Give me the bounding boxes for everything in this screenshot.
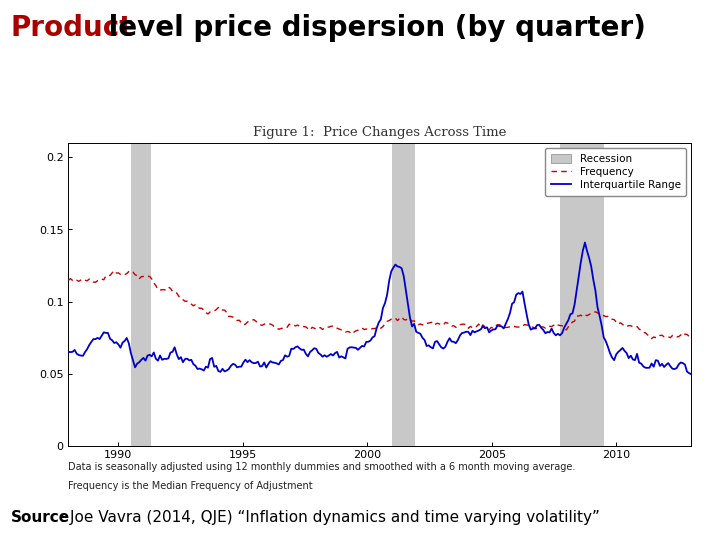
Bar xyxy=(392,143,415,446)
Text: Frequency is the Median Frequency of Adjustment: Frequency is the Median Frequency of Adj… xyxy=(68,481,313,491)
Text: Data is seasonally adjusted using 12 monthly dummies and smoothed with a 6 month: Data is seasonally adjusted using 12 mon… xyxy=(68,462,576,472)
Legend: Recession, Frequency, Interquartile Range: Recession, Frequency, Interquartile Rang… xyxy=(546,148,686,195)
Text: Product: Product xyxy=(11,14,133,42)
Title: Figure 1:  Price Changes Across Time: Figure 1: Price Changes Across Time xyxy=(253,126,506,139)
Bar xyxy=(131,143,150,446)
Text: Source: Source xyxy=(11,510,70,525)
Text: level price dispersion (by quarter): level price dispersion (by quarter) xyxy=(99,14,646,42)
Bar xyxy=(560,143,604,446)
Text: : Joe Vavra (2014, QJE) “Inflation dynamics and time varying volatility”: : Joe Vavra (2014, QJE) “Inflation dynam… xyxy=(60,510,600,525)
